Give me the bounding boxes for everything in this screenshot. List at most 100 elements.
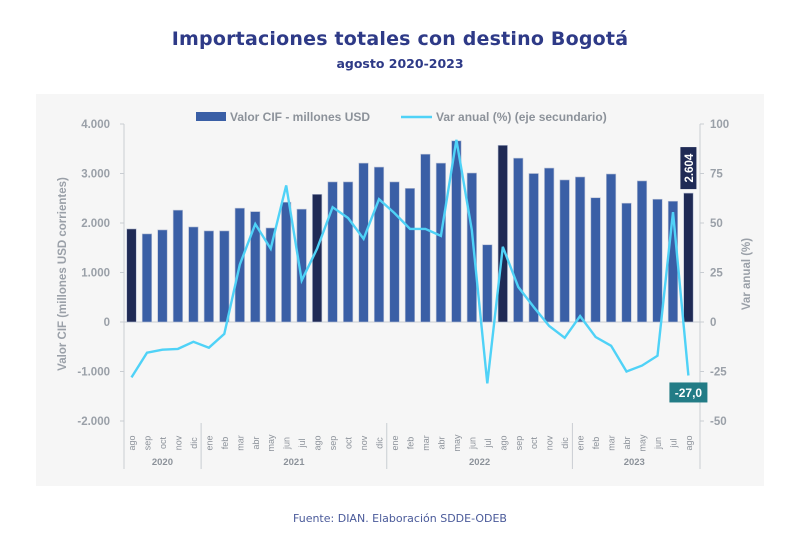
y-tick-label: 2.000 <box>81 218 110 230</box>
legend-bar-swatch <box>196 112 226 121</box>
x-tick-label: abr <box>251 436 261 449</box>
x-tick-label: feb <box>591 437 601 450</box>
y2-axis-title: Var anual (%) <box>741 238 753 310</box>
bar <box>575 176 586 323</box>
x-tick-label: abr <box>622 436 632 449</box>
bar <box>404 188 416 323</box>
y2-tick-label: 25 <box>710 268 723 280</box>
bar <box>373 166 385 323</box>
chart-title: Importaciones totales con destino Bogotá <box>171 28 629 50</box>
bar <box>683 192 694 323</box>
y2-tick-label: 50 <box>710 218 723 230</box>
x-tick-label: abr <box>436 436 446 449</box>
bar <box>420 153 431 323</box>
x-tick-label: sep <box>514 436 524 451</box>
x-tick-label: ene <box>390 435 400 450</box>
bar <box>281 201 292 323</box>
bar <box>435 162 446 323</box>
last-line-value-label: -27,0 <box>675 386 703 400</box>
labels-layer: 4.000 3.000 2.000 1.000 0 -1.000 -2.000 100 75 50… <box>77 119 729 468</box>
y-tick-label: 3.000 <box>81 169 110 181</box>
bar <box>389 181 400 323</box>
bar <box>126 228 137 323</box>
x-tick-label: oct <box>158 437 168 450</box>
bars-layer <box>126 140 694 323</box>
bar <box>590 197 601 323</box>
y2-tick-label: -50 <box>710 416 727 428</box>
x-tick-label: ago <box>127 435 137 450</box>
y2-tick-label: 75 <box>710 169 723 181</box>
y-tick-label: 0 <box>104 317 110 329</box>
x-tick-label: jun <box>653 437 663 450</box>
bar <box>358 162 369 323</box>
bar <box>343 181 354 323</box>
bar <box>621 202 632 323</box>
bar <box>265 227 276 323</box>
x-tick-label: jun <box>282 437 292 450</box>
x-tick-label: may <box>452 434 462 452</box>
last-bar-value-box <box>680 147 697 190</box>
bar <box>497 144 508 323</box>
source-note: Fuente: DIAN. Elaboración SDDE-ODEB <box>293 512 507 525</box>
bar <box>250 211 261 323</box>
x-tick-label: sep <box>328 436 338 451</box>
x-tick-label: jul <box>668 438 678 448</box>
y2-tick-label: 0 <box>710 317 716 329</box>
bar <box>513 157 524 323</box>
x-tick-label: feb <box>220 437 230 450</box>
x-tick-label: may <box>266 434 276 452</box>
bar <box>559 179 570 323</box>
year-label: 2020 <box>152 457 173 468</box>
x-tick-label: oct <box>529 437 539 450</box>
x-tick-label: dic <box>375 437 385 449</box>
x-tick-label: ago <box>684 435 694 450</box>
y2-tick-label: -25 <box>710 367 727 379</box>
x-tick-label: jul <box>297 438 307 448</box>
year-label: 2021 <box>283 457 305 468</box>
x-tick-label: dic <box>189 437 199 449</box>
bar <box>606 173 617 323</box>
x-tick-label: oct <box>344 437 354 450</box>
bar <box>203 230 214 323</box>
bar <box>157 229 168 323</box>
bar <box>172 209 183 323</box>
x-tick-label: nov <box>545 435 555 450</box>
x-tick-label: ene <box>576 435 586 450</box>
y-tick-label: 1.000 <box>81 268 110 280</box>
x-tick-label: mar <box>607 435 617 451</box>
legend-bar-label: Valor CIF - millones USD <box>230 110 370 124</box>
x-tick-label: mar <box>421 435 431 451</box>
x-tick-label: ene <box>204 435 214 450</box>
x-tick-label: ago <box>498 435 508 450</box>
bar <box>652 198 663 323</box>
legend: Valor CIF - millones USD Var anual (%) (… <box>196 110 607 124</box>
bar <box>141 233 153 323</box>
legend-line-label: Var anual (%) (eje secundario) <box>436 110 607 124</box>
x-tick-label: mar <box>235 435 245 451</box>
y-tick-label: -2.000 <box>77 416 110 428</box>
year-label: 2022 <box>469 457 490 468</box>
y-axis-title: Valor CIF (millones USD corrientes) <box>57 177 69 371</box>
x-tick-label: nov <box>173 435 183 450</box>
x-tick-label: dic <box>560 437 570 449</box>
bar <box>528 173 539 323</box>
x-tick-label: may <box>638 434 648 452</box>
x-tick-label: jun <box>467 437 477 450</box>
line-layer <box>130 139 690 384</box>
last-line-value-box <box>669 382 708 403</box>
year-label: 2023 <box>624 457 645 468</box>
last-bar-value-label: 2.604 <box>684 153 696 182</box>
x-tick-label: sep <box>142 436 152 451</box>
bar <box>219 230 230 323</box>
bar <box>466 172 477 323</box>
bar <box>327 181 338 323</box>
bar <box>544 167 555 323</box>
bar <box>188 226 199 323</box>
bar <box>636 180 648 323</box>
y-tick-label: -1.000 <box>77 367 110 379</box>
y-tick-label: 4.000 <box>81 119 110 131</box>
bar <box>296 208 307 323</box>
x-tick-label: ago <box>313 435 323 450</box>
bar <box>482 244 493 323</box>
